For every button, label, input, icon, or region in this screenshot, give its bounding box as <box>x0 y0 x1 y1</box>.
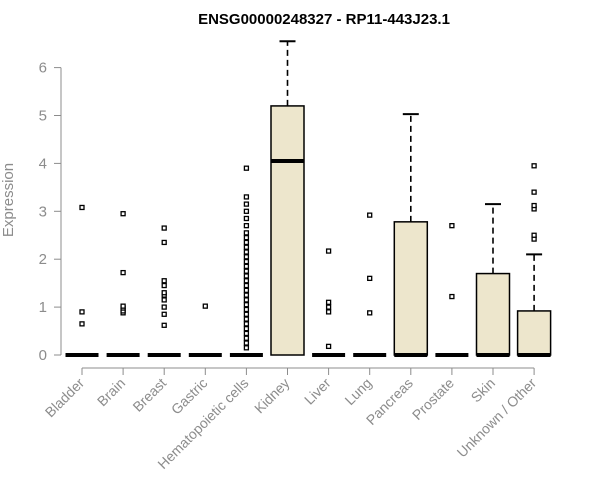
outlier-point <box>243 244 250 250</box>
outlier-point <box>243 302 250 308</box>
outlier-point <box>120 303 126 309</box>
outlier-point <box>243 297 250 303</box>
outlier-point <box>243 263 250 270</box>
outlier-point <box>243 208 250 214</box>
y-axis: 0 1 2 3 4 5 6 <box>39 60 62 364</box>
outlier-point <box>243 287 250 293</box>
outlier-point <box>243 306 250 313</box>
y-tick-label: 0 <box>39 347 47 364</box>
outlier-point <box>161 239 167 246</box>
outlier-point <box>161 297 167 303</box>
outlier-point <box>161 304 167 310</box>
outlier-point <box>243 194 250 200</box>
outlier-point <box>531 163 537 169</box>
box-group <box>475 203 511 357</box>
y-tick-label: 2 <box>39 251 47 268</box>
box <box>270 105 305 356</box>
outlier-point <box>161 282 167 289</box>
outlier-point <box>531 202 537 209</box>
outlier-point <box>325 343 332 350</box>
outlier-point <box>161 311 167 317</box>
box <box>393 221 429 356</box>
plot-area <box>65 40 552 357</box>
y-tick-label: 6 <box>39 60 47 77</box>
outlier-point <box>531 232 537 238</box>
box-group <box>353 212 387 357</box>
x-tick-label: Kidney <box>251 375 293 417</box>
outlier-point <box>243 330 250 337</box>
x-tick-label: Bladder <box>42 375 88 421</box>
outlier-point <box>79 309 85 315</box>
outlier-point <box>243 258 250 265</box>
outlier-point <box>243 234 250 241</box>
y-axis-label: Expression <box>0 163 17 237</box>
box-group <box>229 165 263 357</box>
outlier-point <box>161 225 167 231</box>
outlier-point <box>449 293 455 300</box>
outlier-point <box>243 326 250 332</box>
outlier-point <box>367 212 373 218</box>
box-group <box>106 211 140 357</box>
outlier-point <box>243 223 250 229</box>
outlier-point <box>325 299 332 305</box>
x-tick-label: Liver <box>301 375 334 408</box>
outlier-point <box>243 340 250 346</box>
outlier-point <box>325 304 332 310</box>
y-tick-label: 4 <box>39 155 47 172</box>
box-group <box>312 248 346 357</box>
chart-title: ENSG00000248327 - RP11-443J23.1 <box>198 11 450 28</box>
outlier-point <box>243 278 250 284</box>
outlier-point <box>243 311 250 317</box>
x-tick-label: Breast <box>129 375 169 415</box>
outlier-point <box>161 278 167 284</box>
outlier-point <box>243 282 250 289</box>
outlier-point <box>325 309 332 315</box>
x-tick-label: Brain <box>94 375 128 409</box>
outlier-point <box>243 268 250 274</box>
y-tick-label: 1 <box>39 299 47 316</box>
outlier-point <box>243 321 250 327</box>
outlier-point <box>202 303 208 309</box>
outlier-point <box>161 322 167 328</box>
outlier-point <box>531 189 537 195</box>
outlier-point <box>243 345 250 351</box>
box <box>475 272 511 356</box>
outlier-point <box>243 254 250 260</box>
x-tick-label: Skin <box>468 375 499 406</box>
outlier-point <box>243 316 250 322</box>
outlier-point <box>243 273 250 279</box>
outlier-point <box>367 310 373 316</box>
box-group <box>516 163 552 357</box>
outlier-point <box>367 275 373 282</box>
box-group <box>435 223 469 357</box>
outlier-point <box>79 321 85 327</box>
box-group <box>147 225 181 357</box>
outlier-point <box>243 165 250 171</box>
x-tick-label: Prostate <box>409 375 457 423</box>
outlier-point <box>243 230 250 236</box>
x-tick-label: Lung <box>341 375 374 408</box>
outlier-point <box>243 292 250 298</box>
box-group <box>188 303 222 357</box>
outlier-point <box>449 223 455 229</box>
outlier-point <box>243 249 250 255</box>
outlier-point <box>243 201 250 207</box>
outlier-point <box>79 204 85 211</box>
box <box>516 310 552 356</box>
outlier-point <box>120 269 126 276</box>
box-group <box>393 113 429 357</box>
y-tick-label: 5 <box>39 108 47 125</box>
y-tick-label: 3 <box>39 203 47 220</box>
box-group <box>270 40 305 356</box>
outlier-point <box>325 248 332 254</box>
outlier-point <box>243 335 250 341</box>
outlier-point <box>120 211 126 217</box>
outlier-point <box>161 290 167 296</box>
box-group <box>65 204 99 357</box>
outlier-point <box>243 215 250 222</box>
outlier-point <box>243 239 250 246</box>
